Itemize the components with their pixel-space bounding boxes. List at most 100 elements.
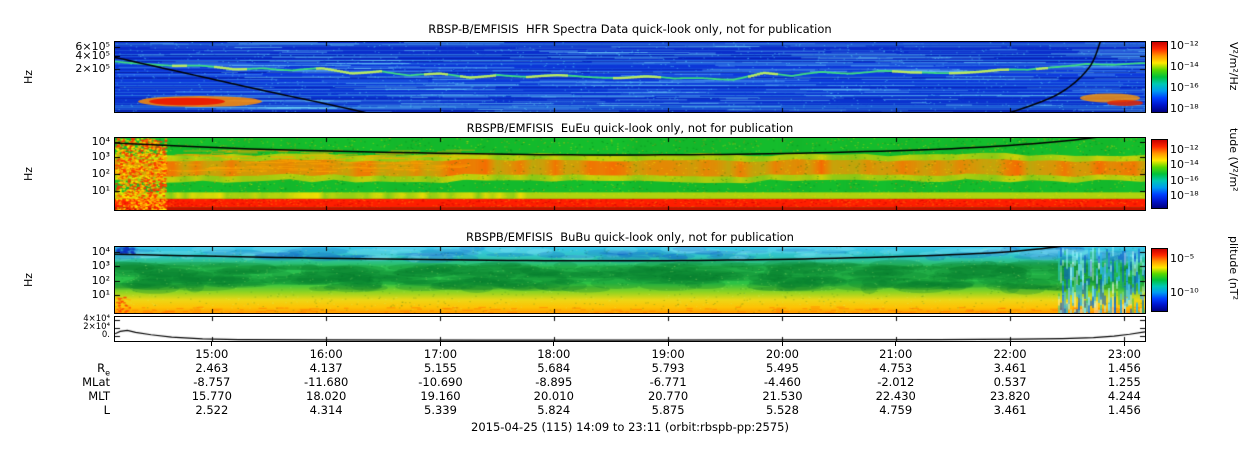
time-tick-label: 16:00 <box>309 347 343 361</box>
ephemeris-value: 4.314 <box>309 403 343 417</box>
ephemeris-value: 23.820 <box>989 389 1031 403</box>
time-tick-mark <box>782 342 783 346</box>
panel4-ytick-label: 0. <box>101 329 110 340</box>
panel2-colorbar-tick-label: 10⁻¹² <box>1170 143 1199 157</box>
ephemeris-value: 4.759 <box>879 403 913 417</box>
ephemeris-row-label: MLT <box>88 389 110 403</box>
figure-caption: 2015-04-25 (115) 14:09 to 23:11 (orbit:r… <box>471 420 789 434</box>
time-tick-label: 23:00 <box>1107 347 1141 361</box>
panel1-colorbar-tick-label: 10⁻¹⁴ <box>1170 60 1199 74</box>
buBu-colorbar <box>1151 248 1168 312</box>
panel3-colorbar-tick-label: 10⁻⁵ <box>1170 251 1195 265</box>
ephemeris-value: 5.528 <box>765 403 799 417</box>
euEu-plot-area <box>114 137 1146 211</box>
ephemeris-value: 21.530 <box>762 389 803 403</box>
ephemeris-value: 20.770 <box>647 389 689 403</box>
panel2-colorbar-tick-label: 10⁻¹⁸ <box>1170 188 1199 202</box>
time-tick-mark <box>211 342 212 346</box>
hfr-colorbar-label: V²/m²/Hz <box>1227 42 1240 91</box>
hfr-panel-title: RBSP-B/EMFISIS HFR Spectra Data quick-lo… <box>428 22 832 36</box>
ephemeris-value: 5.824 <box>537 403 571 417</box>
hfr-colorbar <box>1151 41 1168 113</box>
buBu-spectrogram-canvas <box>115 247 1145 313</box>
euEu-y-axis-label: Hz <box>22 166 35 182</box>
buBu-plot-area <box>114 246 1146 314</box>
buBu-panel-title: RBSPB/EMFISIS BuBu quick-look only, not … <box>466 230 794 244</box>
ephemeris-value: 19.160 <box>420 389 461 403</box>
euEu-colorbar <box>1151 139 1168 209</box>
ephemeris-value: -6.771 <box>649 375 687 389</box>
euEu-panel-title: RBSPB/EMFISIS EuEu quick-look only, not … <box>466 121 794 135</box>
panel1-ytick-label: 4×10⁵ <box>75 49 110 62</box>
ephemeris-row-label: MLat <box>82 375 110 389</box>
ephemeris-value: 5.495 <box>765 361 799 375</box>
panel3-colorbar-tick-label: 10⁻¹⁰ <box>1170 286 1199 300</box>
ephemeris-value: 1.456 <box>1107 361 1141 375</box>
panel4-ytick-label: 2×10⁴ <box>83 321 110 332</box>
ephemeris-value: -10.690 <box>418 375 463 389</box>
time-tick-mark <box>553 342 554 346</box>
ephemeris-value: 5.875 <box>651 403 685 417</box>
panel2-ytick-label: 10² <box>91 167 110 180</box>
ephemeris-value: 4.753 <box>879 361 913 375</box>
ephemeris-value: 20.010 <box>533 389 574 403</box>
ephemeris-value: 0.537 <box>993 375 1027 389</box>
ephemeris-value: 1.456 <box>1107 403 1141 417</box>
panel1-colorbar-tick-label: 10⁻¹² <box>1170 39 1199 53</box>
panel1-ytick-label: 2×10⁵ <box>75 61 110 75</box>
ephemeris-value: 18.020 <box>306 389 347 403</box>
panel2-ytick-label: 10⁴ <box>91 135 110 149</box>
ephemeris-value: 15.770 <box>191 389 232 403</box>
time-tick-mark <box>440 342 441 346</box>
euEu-spectrogram-canvas <box>115 138 1145 210</box>
buBu-colorbar-label: plitude (nT² <box>1227 236 1240 301</box>
ephemeris-value: -8.895 <box>535 375 573 389</box>
ephemeris-value: 2.463 <box>195 361 229 375</box>
ephemeris-value: 3.461 <box>993 361 1027 375</box>
hfr-y-axis-label: Hz <box>22 69 35 85</box>
ephemeris-value: 5.684 <box>537 361 571 375</box>
time-tick-mark <box>1124 342 1125 346</box>
panel4-ytick-label: 4×10⁴ <box>83 313 110 324</box>
time-tick-mark <box>895 342 896 346</box>
ephemeris-row-label: L <box>103 403 110 417</box>
hfr-plot-area <box>114 41 1146 113</box>
time-tick-mark <box>326 342 327 346</box>
time-tick-label: 19:00 <box>651 347 685 361</box>
ephemeris-row-label: Re <box>97 361 110 378</box>
ephemeris-value: -11.680 <box>303 375 349 389</box>
panel3-ytick-label: 10¹ <box>91 288 110 302</box>
ephemeris-value: 2.522 <box>195 403 229 417</box>
panel2-colorbar-tick-label: 10⁻¹⁴ <box>1170 158 1199 172</box>
panel2-colorbar-tick-label: 10⁻¹⁶ <box>1170 173 1199 187</box>
panel3-ytick-label: 10³ <box>91 259 110 273</box>
euEu-colorbar-label: tude (V²/m² <box>1227 128 1240 192</box>
panel1-colorbar-tick-label: 10⁻¹⁸ <box>1170 102 1199 116</box>
time-tick-label: 20:00 <box>765 347 800 361</box>
ephemeris-value: -2.012 <box>877 375 915 389</box>
panel3-ytick-label: 10⁴ <box>91 245 110 259</box>
ephemeris-value: 3.461 <box>993 403 1027 417</box>
ephemeris-value: -4.460 <box>763 375 801 389</box>
ephemeris-value: 22.430 <box>875 389 916 403</box>
hfr-spectrogram-canvas <box>115 42 1145 112</box>
time-tick-mark <box>668 342 669 346</box>
orbit-parameter-line-canvas <box>115 317 1145 341</box>
time-tick-label: 17:00 <box>423 347 458 361</box>
panel1-ytick-label: 6×10⁵ <box>75 39 110 53</box>
ephemeris-value: -8.757 <box>193 375 231 389</box>
ephemeris-value: 4.244 <box>1107 389 1141 403</box>
ephemeris-value: 4.137 <box>309 361 343 375</box>
time-tick-label: 15:00 <box>195 347 229 361</box>
ephemeris-value: 1.255 <box>1107 375 1141 389</box>
orbit-parameter-plot-area <box>114 316 1146 342</box>
panel3-ytick-label: 10² <box>91 274 110 288</box>
time-tick-label: 21:00 <box>879 347 913 361</box>
panel2-ytick-label: 10¹ <box>91 184 110 198</box>
buBu-y-axis-label: Hz <box>22 272 35 288</box>
panel1-colorbar-tick-label: 10⁻¹⁶ <box>1170 81 1199 95</box>
time-tick-mark <box>1010 342 1011 346</box>
ephemeris-value: 5.793 <box>651 361 685 375</box>
ephemeris-value: 5.339 <box>424 403 457 417</box>
